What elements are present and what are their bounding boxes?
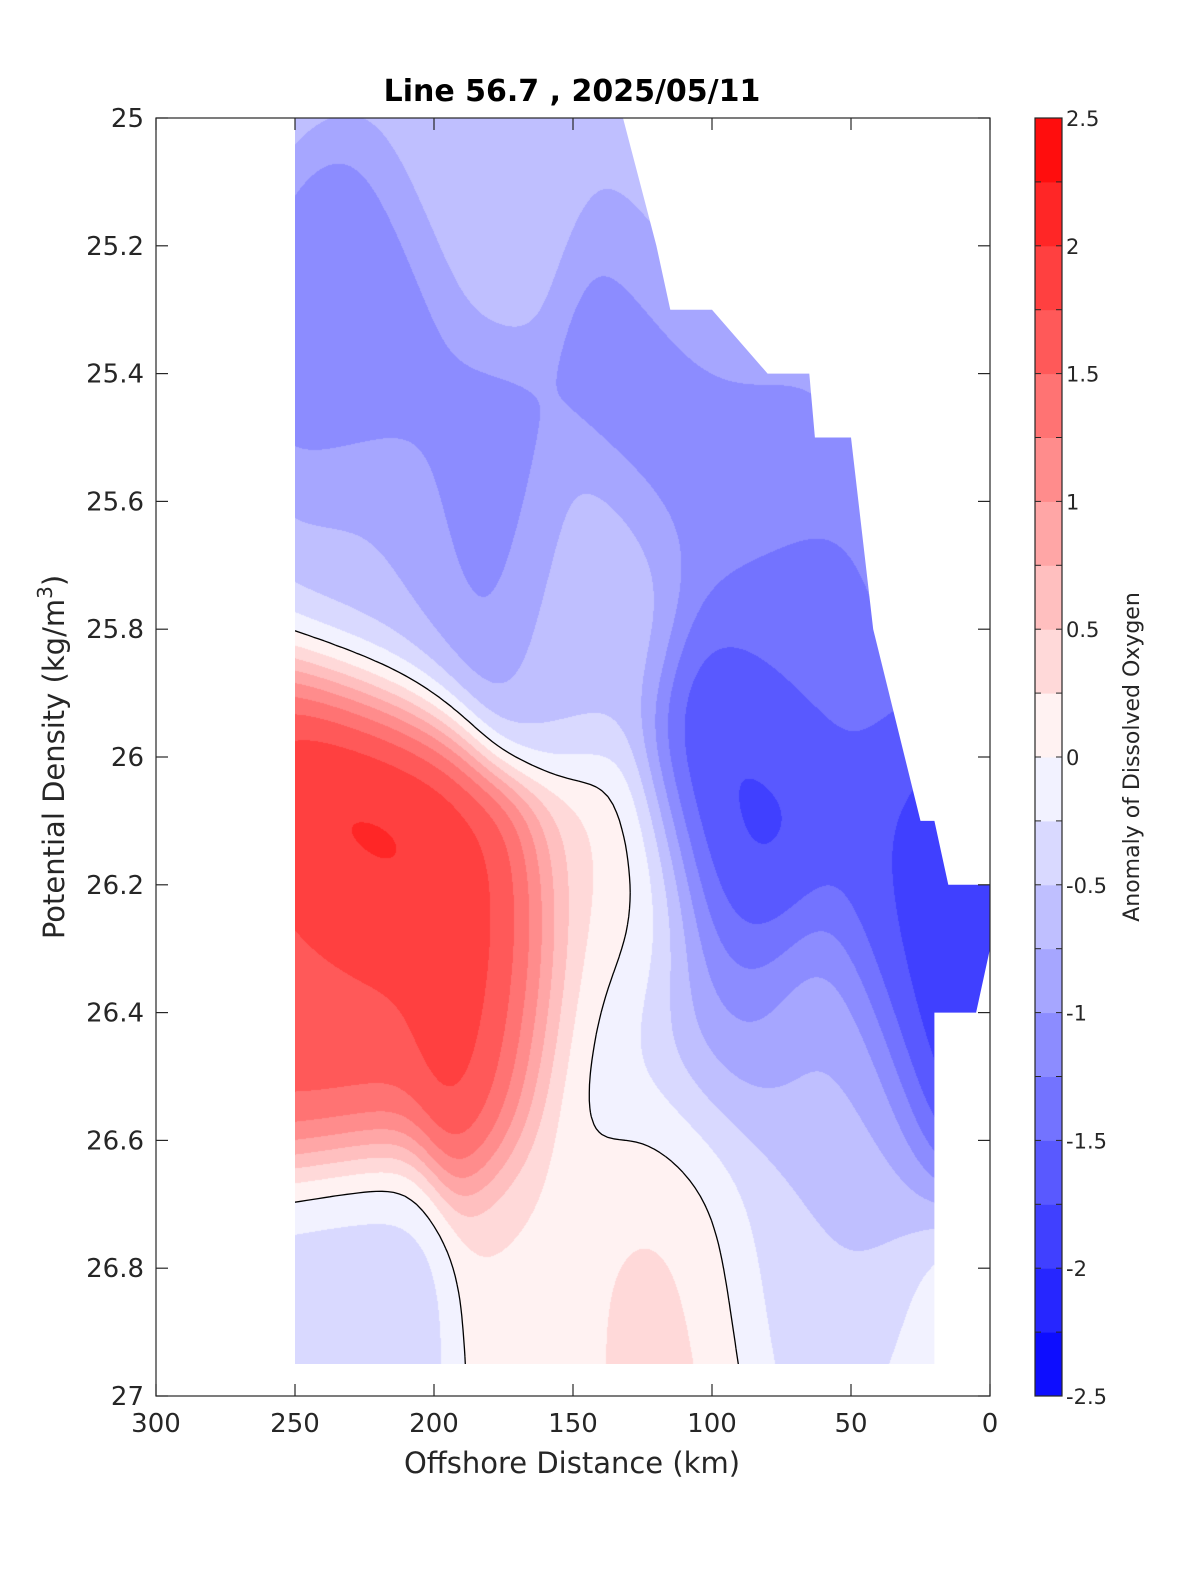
- colorbar-swatch: [1035, 884, 1062, 950]
- colorbar-tick-label: -2.5: [1066, 1385, 1107, 1409]
- colorbar-swatch: [1035, 501, 1062, 566]
- x-tick-label: 0: [982, 1409, 999, 1439]
- colorbar-swatch: [1035, 757, 1062, 822]
- x-tick-label: 50: [834, 1409, 867, 1439]
- x-axis-label: Offshore Distance (km): [404, 1446, 740, 1480]
- x-tick-label: 100: [687, 1409, 737, 1439]
- colorbar-tick-label: 0.5: [1066, 618, 1099, 642]
- colorbar-tick-label: 2: [1066, 235, 1079, 259]
- colorbar-swatch: [1035, 1268, 1062, 1333]
- colorbar-tick-label: 1: [1066, 490, 1079, 514]
- chart-title: Line 56.7 , 2025/05/11: [384, 74, 761, 109]
- y-tick-label: 25.4: [86, 360, 144, 390]
- colorbar-swatch: [1035, 693, 1062, 758]
- y-tick-label: 25: [111, 104, 144, 134]
- x-axis: 300 250 200 150 100 50 0: [131, 118, 998, 1439]
- y-tick-label: 27: [111, 1382, 144, 1412]
- colorbar: 2.5 2 1.5 1 0.5 0 -0.5 -1 -1.5 -2 -2.5: [1034, 107, 1107, 1409]
- y-axis: 25 25.2 25.4 25.6 25.8 26 26.2 26.4 26.6 26.8 27: [86, 104, 990, 1412]
- colorbar-label: Anomaly of Dissolved Oxygen: [1120, 592, 1145, 922]
- colorbar-swatch: [1035, 1332, 1062, 1397]
- colorbar-swatch: [1035, 437, 1062, 502]
- y-tick-label: 26.8: [86, 1254, 144, 1284]
- colorbar-swatch: [1035, 565, 1062, 630]
- contour-line: [295, 630, 744, 1364]
- colorbar-swatch: [1035, 118, 1062, 183]
- colorbar-tick-label: 2.5: [1066, 107, 1099, 131]
- y-tick-label: 25.6: [86, 487, 144, 517]
- colorbar-swatch: [1035, 629, 1062, 694]
- colorbar-tick-label: 0: [1066, 746, 1079, 770]
- colorbar-swatch: [1035, 1140, 1062, 1205]
- y-axis-label: Potential Density (kg/m3): [33, 575, 71, 939]
- x-tick-label: 300: [131, 1409, 181, 1439]
- y-tick-label: 26.6: [86, 1126, 144, 1156]
- x-tick-label: 200: [409, 1409, 459, 1439]
- colorbar-swatch: [1035, 309, 1062, 375]
- colorbar-tick-label: -0.5: [1066, 874, 1107, 898]
- y-tick-label: 26: [111, 743, 144, 773]
- colorbar-swatch: [1035, 1076, 1062, 1141]
- colorbar-swatch: [1035, 1012, 1062, 1077]
- y-tick-label: 26.4: [86, 999, 144, 1029]
- x-tick-label: 250: [270, 1409, 320, 1439]
- colorbar-swatch: [1035, 820, 1062, 886]
- zero-contour-lines: [295, 630, 744, 1364]
- colorbar-tick-label: -1: [1066, 1002, 1087, 1026]
- colorbar-swatch: [1035, 373, 1062, 438]
- colorbar-swatch: [1035, 181, 1062, 247]
- colorbar-swatch: [1035, 948, 1062, 1014]
- colorbar-tick-label: 1.5: [1066, 363, 1099, 387]
- colorbar-swatch: [1035, 245, 1062, 311]
- y-tick-label: 25.8: [86, 615, 144, 645]
- colorbar-tick-label: -1.5: [1066, 1129, 1107, 1153]
- colorbar-swatch: [1035, 1204, 1062, 1269]
- colorbar-tick-label: -2: [1066, 1257, 1087, 1281]
- y-tick-label: 25.2: [86, 232, 144, 262]
- y-tick-label: 26.2: [86, 871, 144, 901]
- x-tick-label: 150: [548, 1409, 598, 1439]
